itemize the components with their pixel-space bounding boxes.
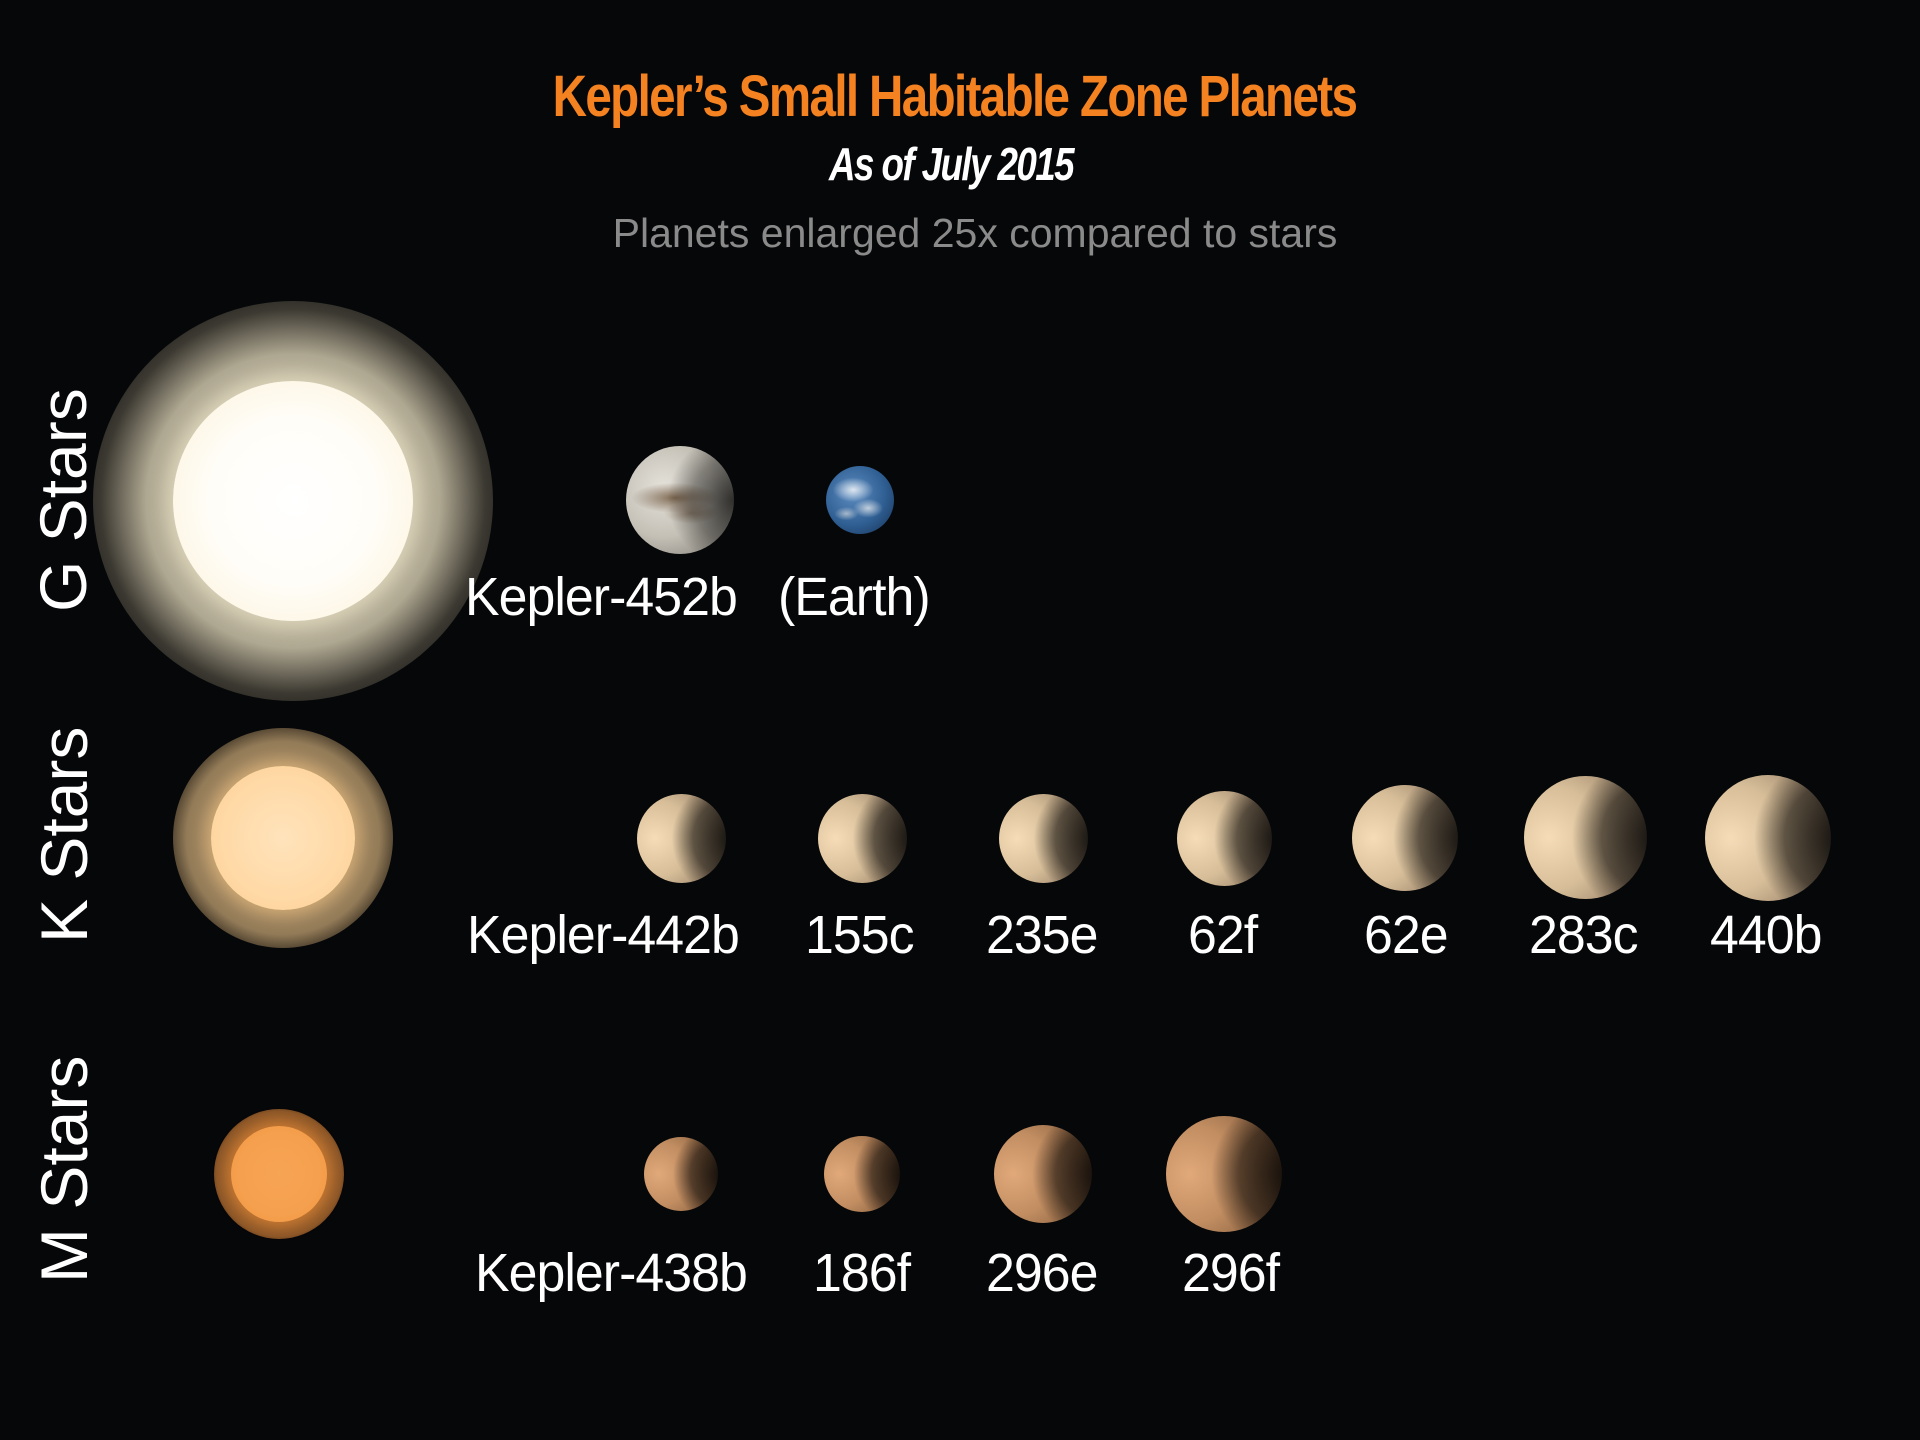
planet-kepler-442b — [637, 794, 726, 883]
m-star-icon — [231, 1126, 327, 1222]
planet-kepler-440b — [1705, 775, 1831, 901]
row-label-m-stars: M Stars — [27, 1055, 101, 1283]
planet-kepler-155c — [818, 794, 907, 883]
page-subtitle: As of July 2015 — [829, 138, 1075, 190]
planet-kepler-62e — [1352, 785, 1458, 891]
planet-kepler-235e — [999, 794, 1088, 883]
planet-label-kepler-438b: Kepler-438b — [475, 1243, 748, 1303]
planet-kepler-296f — [1166, 1116, 1282, 1232]
k-star-icon — [211, 766, 355, 910]
planet-kepler-283c — [1524, 776, 1647, 899]
planet-label-kepler-442b: Kepler-442b — [467, 905, 740, 965]
planet-kepler-62f — [1177, 791, 1272, 886]
planet-label-62f: 62f — [1188, 905, 1258, 965]
planet-label-283c: 283c — [1529, 905, 1639, 965]
planet-kepler-296e — [994, 1125, 1092, 1223]
planet-kepler-438b — [644, 1137, 718, 1211]
planet-label-296e: 296e — [986, 1243, 1098, 1303]
page-title: Kepler’s Small Habitable Zone Planets — [552, 64, 1358, 129]
planet-label-235e: 235e — [986, 905, 1098, 965]
planet-label-296f: 296f — [1182, 1243, 1280, 1303]
planet-earth — [826, 466, 894, 534]
row-label-k-stars: K Stars — [27, 726, 101, 943]
planet-label-kepler-452b: Kepler-452b — [465, 567, 738, 627]
g-star-icon — [173, 381, 413, 621]
row-label-g-stars: G Stars — [26, 388, 100, 612]
planet-kepler-186f — [824, 1136, 900, 1212]
scale-note: Planets enlarged 25x compared to stars — [612, 210, 1338, 256]
planet-label-155c: 155c — [805, 905, 915, 965]
planet-kepler-452b — [626, 446, 734, 554]
planet-label-186f: 186f — [813, 1243, 911, 1303]
planet-label-440b: 440b — [1710, 905, 1822, 965]
planet-label-62e: 62e — [1364, 905, 1449, 965]
planet-label-earth: (Earth) — [778, 567, 931, 627]
